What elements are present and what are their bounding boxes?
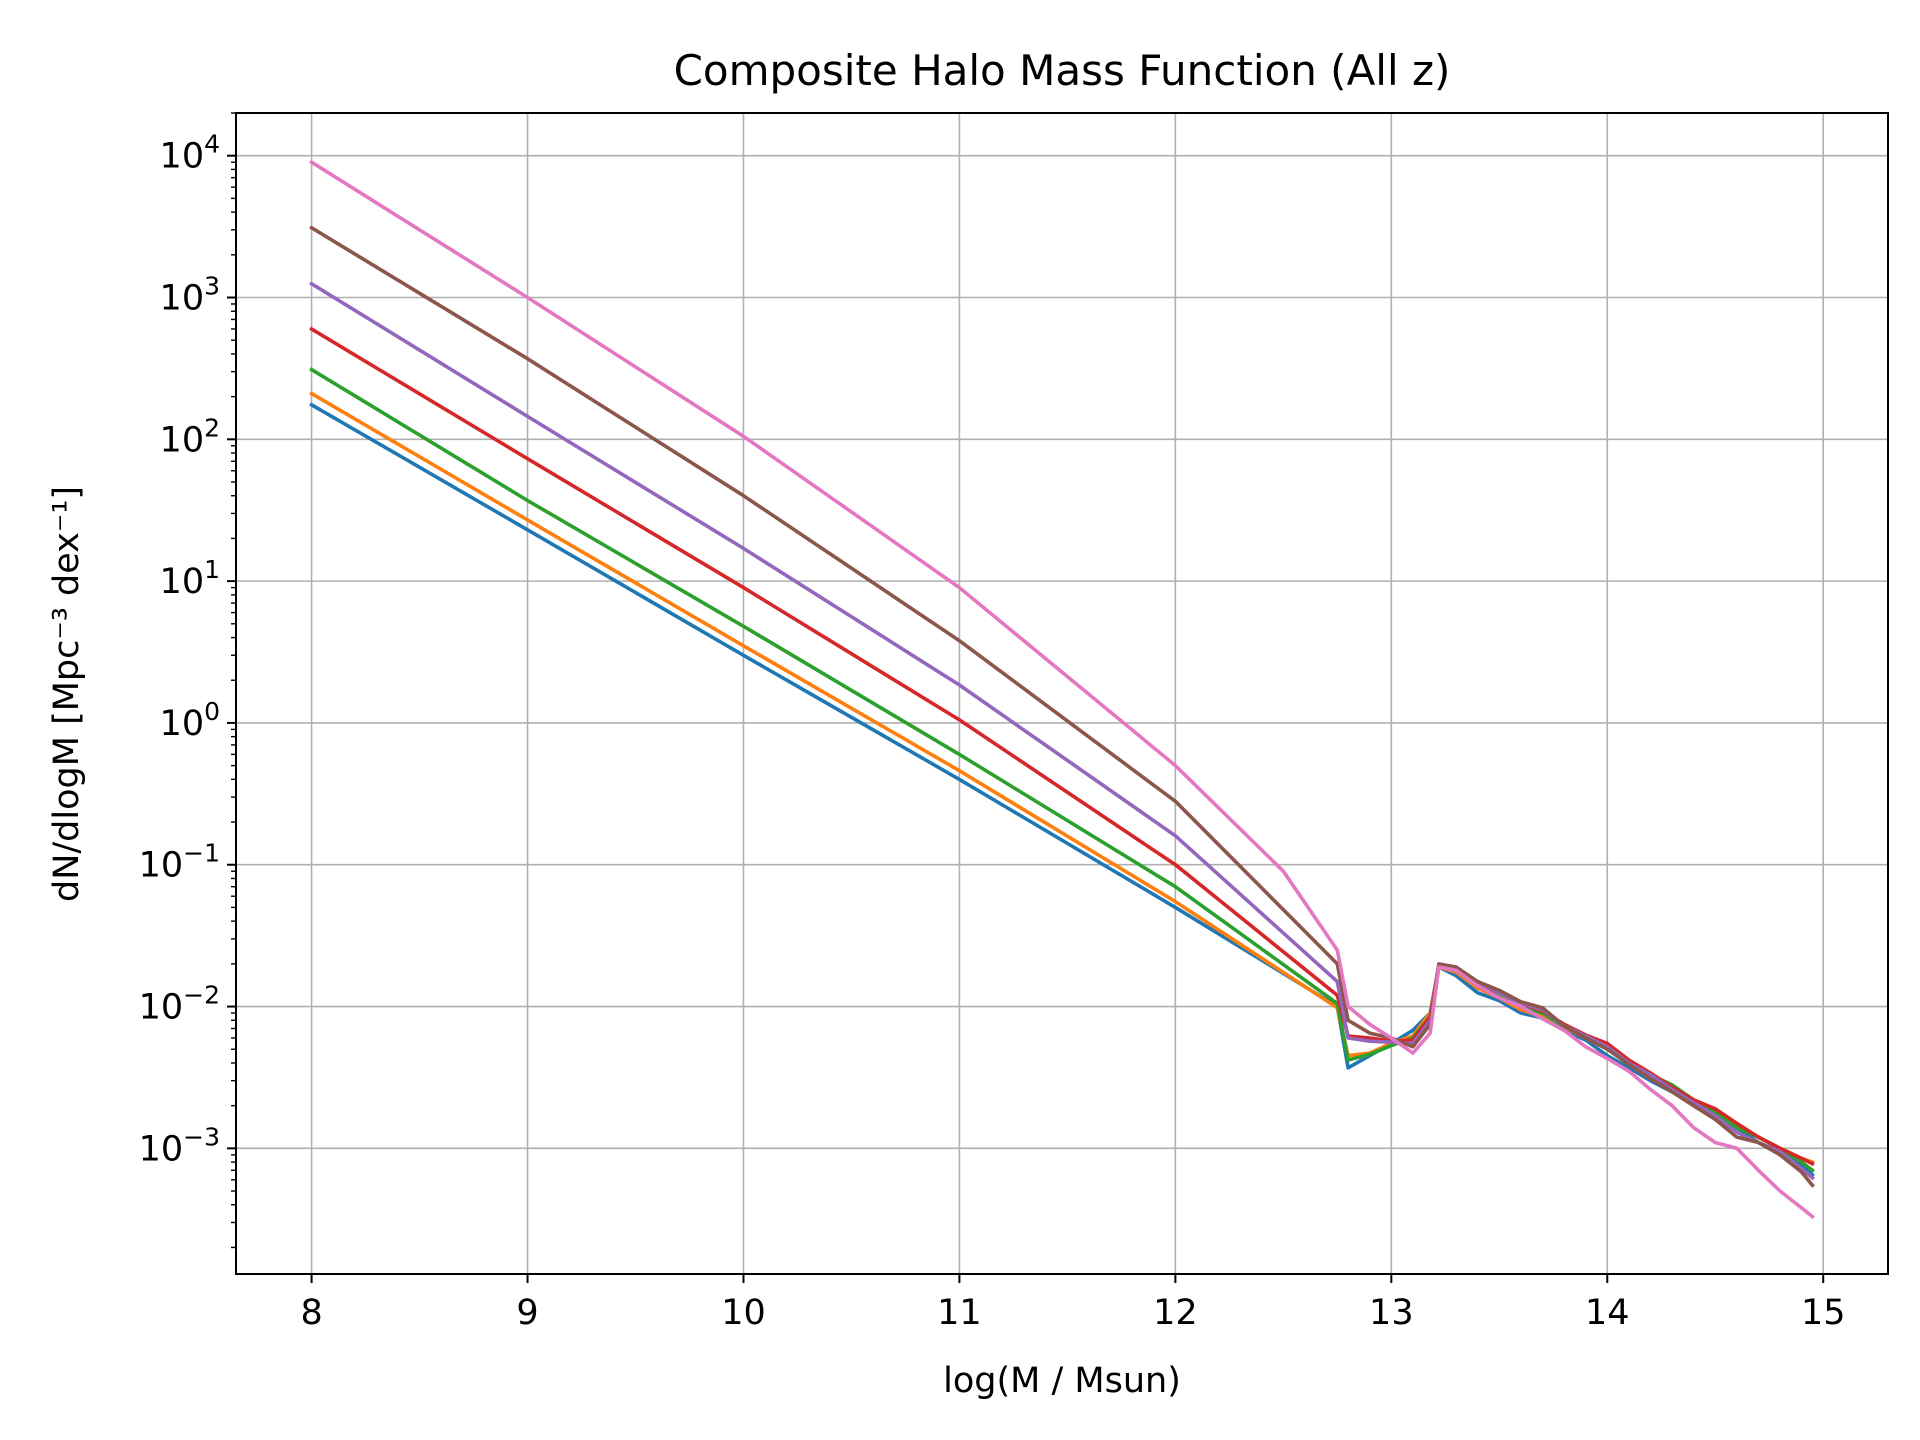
y-tick-label: 101: [160, 555, 220, 602]
y-tick-label: 104: [160, 130, 220, 177]
y-tick-label: 10−3: [139, 1122, 220, 1169]
y-axis-label: dN/dlogM [Mpc⁻³ dex⁻¹]: [47, 486, 87, 902]
y-tick-label: 102: [160, 413, 220, 460]
chart-title: Composite Halo Mass Function (All z): [674, 46, 1451, 95]
x-tick-label: 15: [1801, 1293, 1846, 1333]
y-tick-label: 103: [160, 271, 220, 318]
y-tick-label: 10−2: [139, 981, 220, 1028]
series-lines: [309, 159, 1815, 1220]
x-tick-label: 14: [1585, 1293, 1630, 1333]
series-line: [309, 159, 1815, 1220]
series-line: [309, 225, 1815, 1188]
y-tick-label: 10−1: [139, 839, 220, 886]
plot-frame: [235, 112, 1889, 1275]
x-tick-label: 11: [937, 1293, 982, 1333]
x-axis-label: log(M / Msun): [943, 1361, 1181, 1401]
axis-ticks: 8 9 10 11 12 13 14 15 10−3 10−2 10−1 100 101 102 103 10…: [139, 112, 1846, 1333]
x-tick-label: 12: [1153, 1293, 1198, 1333]
x-tick-label: 13: [1369, 1293, 1414, 1333]
grid: [236, 113, 1888, 1274]
x-tick-label: 9: [516, 1293, 538, 1333]
series-line: [309, 281, 1815, 1181]
y-tick-label: 100: [160, 697, 220, 744]
x-tick-label: 8: [300, 1293, 322, 1333]
x-tick-label: 10: [721, 1293, 766, 1333]
